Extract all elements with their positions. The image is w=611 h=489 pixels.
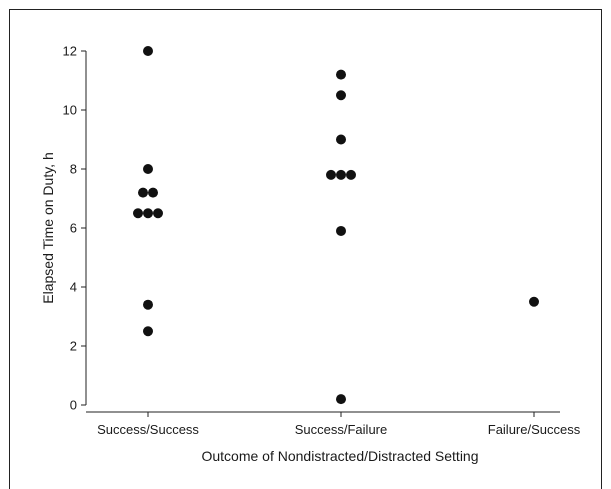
data-points [133, 46, 539, 405]
data-point [326, 169, 336, 180]
y-tick-label: 4 [70, 280, 77, 295]
y-ticks: 0 2 4 6 8 10 12 [63, 44, 86, 413]
y-tick-label: 10 [63, 103, 77, 118]
data-point [153, 208, 163, 219]
data-point [336, 394, 346, 405]
data-point [148, 187, 158, 198]
data-point [336, 69, 346, 80]
y-tick-label: 0 [70, 398, 77, 413]
x-axis-title: Outcome of Nondistracted/Distracted Sett… [201, 448, 478, 464]
data-point [143, 164, 153, 174]
data-point [336, 90, 346, 101]
data-point [336, 134, 346, 145]
axes [85, 51, 560, 413]
data-point [143, 326, 153, 337]
data-point [133, 208, 143, 219]
data-point [529, 296, 539, 307]
y-tick-label: 12 [63, 44, 77, 59]
x-ticks: Success/Success Success/Failure Failure/Su… [97, 412, 581, 437]
data-point [336, 225, 346, 236]
data-point [336, 169, 346, 180]
data-point [346, 169, 356, 180]
data-point [138, 187, 148, 198]
figure-frame [9, 9, 602, 489]
data-point [143, 46, 153, 56]
x-tick-label: Success/Success [97, 422, 199, 437]
y-tick-label: 8 [70, 162, 77, 177]
y-tick-label: 2 [70, 339, 77, 354]
x-tick-label: Failure/Success [488, 422, 581, 437]
x-tick-label: Success/Failure [295, 422, 387, 437]
data-point [143, 299, 153, 310]
y-axis-title: Elapsed Time on Duty, h [40, 152, 56, 303]
y-tick-label: 6 [70, 221, 77, 236]
data-point [143, 208, 153, 219]
